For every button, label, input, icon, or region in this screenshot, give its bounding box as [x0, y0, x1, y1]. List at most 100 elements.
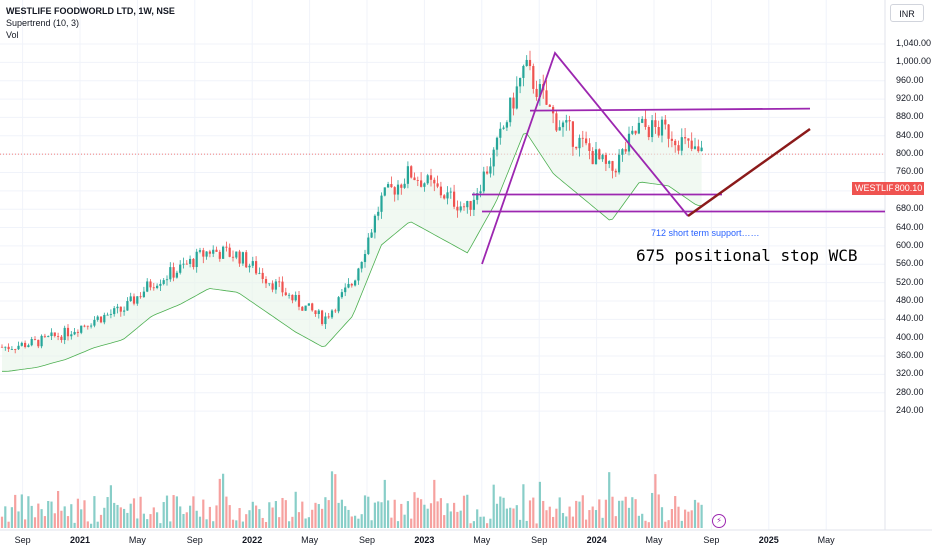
currency-button[interactable]: INR: [890, 4, 924, 22]
candle-body: [228, 247, 231, 257]
volume-bar: [568, 506, 571, 528]
volume-bar: [311, 509, 314, 528]
candle-body: [594, 149, 598, 165]
volume-bar: [446, 503, 449, 528]
candle-body: [245, 252, 248, 268]
y-tick-label: 600.00: [896, 239, 924, 250]
candle-body: [281, 281, 284, 293]
candle-body: [700, 147, 703, 152]
volume-bar: [687, 511, 690, 528]
candle-body: [581, 137, 584, 139]
candle-body: [90, 325, 93, 327]
volume-bar: [202, 499, 205, 528]
x-tick-label: May: [817, 535, 835, 545]
volume-bar: [195, 510, 198, 528]
candle-body: [621, 149, 624, 155]
volume-bar: [604, 499, 607, 528]
volume-bar: [4, 506, 7, 528]
candle-body: [4, 346, 7, 348]
x-tick-label: 2024: [586, 535, 607, 545]
candle-body: [571, 121, 574, 147]
candle-body: [50, 332, 53, 337]
volume-bar: [449, 511, 452, 528]
volume-bar: [162, 502, 165, 528]
volume-bar: [443, 515, 446, 528]
candle-body: [449, 191, 452, 193]
candle-body: [413, 177, 416, 181]
candle-body: [354, 280, 357, 286]
volume-bar: [146, 519, 149, 528]
y-tick-label: 1,040.00: [896, 38, 932, 48]
candle-body: [545, 90, 548, 105]
volume-bar: [288, 521, 291, 528]
supertrend-line: [2, 132, 702, 372]
candle-body: [255, 261, 258, 274]
candle-body: [604, 155, 607, 164]
volume-bar: [684, 509, 687, 528]
trend-line: [687, 127, 811, 218]
x-tick-label: 2025: [758, 535, 779, 545]
candle-body: [291, 294, 294, 301]
volume-bar: [284, 500, 287, 528]
volume-bar: [350, 516, 353, 528]
last-price-tag: 800.10: [893, 182, 924, 195]
candle-body: [489, 166, 492, 174]
candle-body: [350, 283, 353, 286]
candle-body: [568, 120, 571, 122]
candle-body: [416, 180, 419, 181]
candle-body: [360, 261, 363, 269]
volume-bar: [347, 509, 350, 528]
candle-body: [70, 334, 73, 337]
candle-body: [357, 268, 360, 281]
candle-body: [0, 346, 4, 348]
candle-body: [637, 122, 640, 134]
volume-bar: [294, 491, 297, 528]
candle-body: [175, 272, 178, 278]
candle-body: [294, 294, 297, 301]
y-tick-label: 840.00: [896, 129, 924, 140]
candle-body: [495, 137, 499, 150]
candle-body: [459, 206, 462, 211]
volume-bar: [251, 501, 254, 528]
candle-body: [218, 251, 221, 259]
candle-body: [611, 161, 614, 171]
candle-body: [393, 187, 396, 195]
x-tick-label: Sep: [531, 535, 548, 545]
volume-bar: [241, 521, 244, 528]
volume-bar: [83, 500, 86, 528]
volume-bar: [614, 516, 617, 528]
volume-bar: [670, 509, 673, 528]
volume-bar: [274, 501, 277, 528]
volume-bar: [387, 500, 390, 528]
volume-bar: [156, 512, 159, 528]
y-tick-label: 920.00: [896, 93, 924, 104]
flash-icon[interactable]: ⚡: [712, 514, 726, 528]
volume-bar: [192, 496, 195, 528]
y-tick-label: 320.00: [896, 368, 924, 379]
y-tick-label: 400.00: [896, 331, 924, 342]
volume-bar: [502, 497, 505, 528]
candle-body: [33, 339, 37, 340]
volume-bar: [552, 516, 555, 528]
volume-bar: [208, 506, 211, 528]
candle-body: [591, 150, 594, 165]
y-tick-label: 360.00: [896, 350, 924, 361]
volume-bar: [680, 520, 683, 528]
candle-body: [93, 319, 96, 326]
candle-body: [390, 184, 393, 188]
volume-bar: [416, 497, 419, 528]
volume-bar: [357, 518, 360, 528]
volume-bar: [7, 521, 10, 528]
candle-body: [132, 296, 136, 304]
candle-body: [674, 140, 677, 146]
volume-bar: [10, 507, 13, 528]
candle-body: [400, 184, 403, 188]
volume-bar: [14, 494, 17, 528]
candle-body: [693, 146, 697, 149]
candle-body: [57, 335, 60, 337]
candle-body: [288, 294, 291, 296]
volume-bar: [179, 506, 182, 528]
volume-bar: [509, 507, 512, 528]
candle-body: [667, 124, 670, 139]
